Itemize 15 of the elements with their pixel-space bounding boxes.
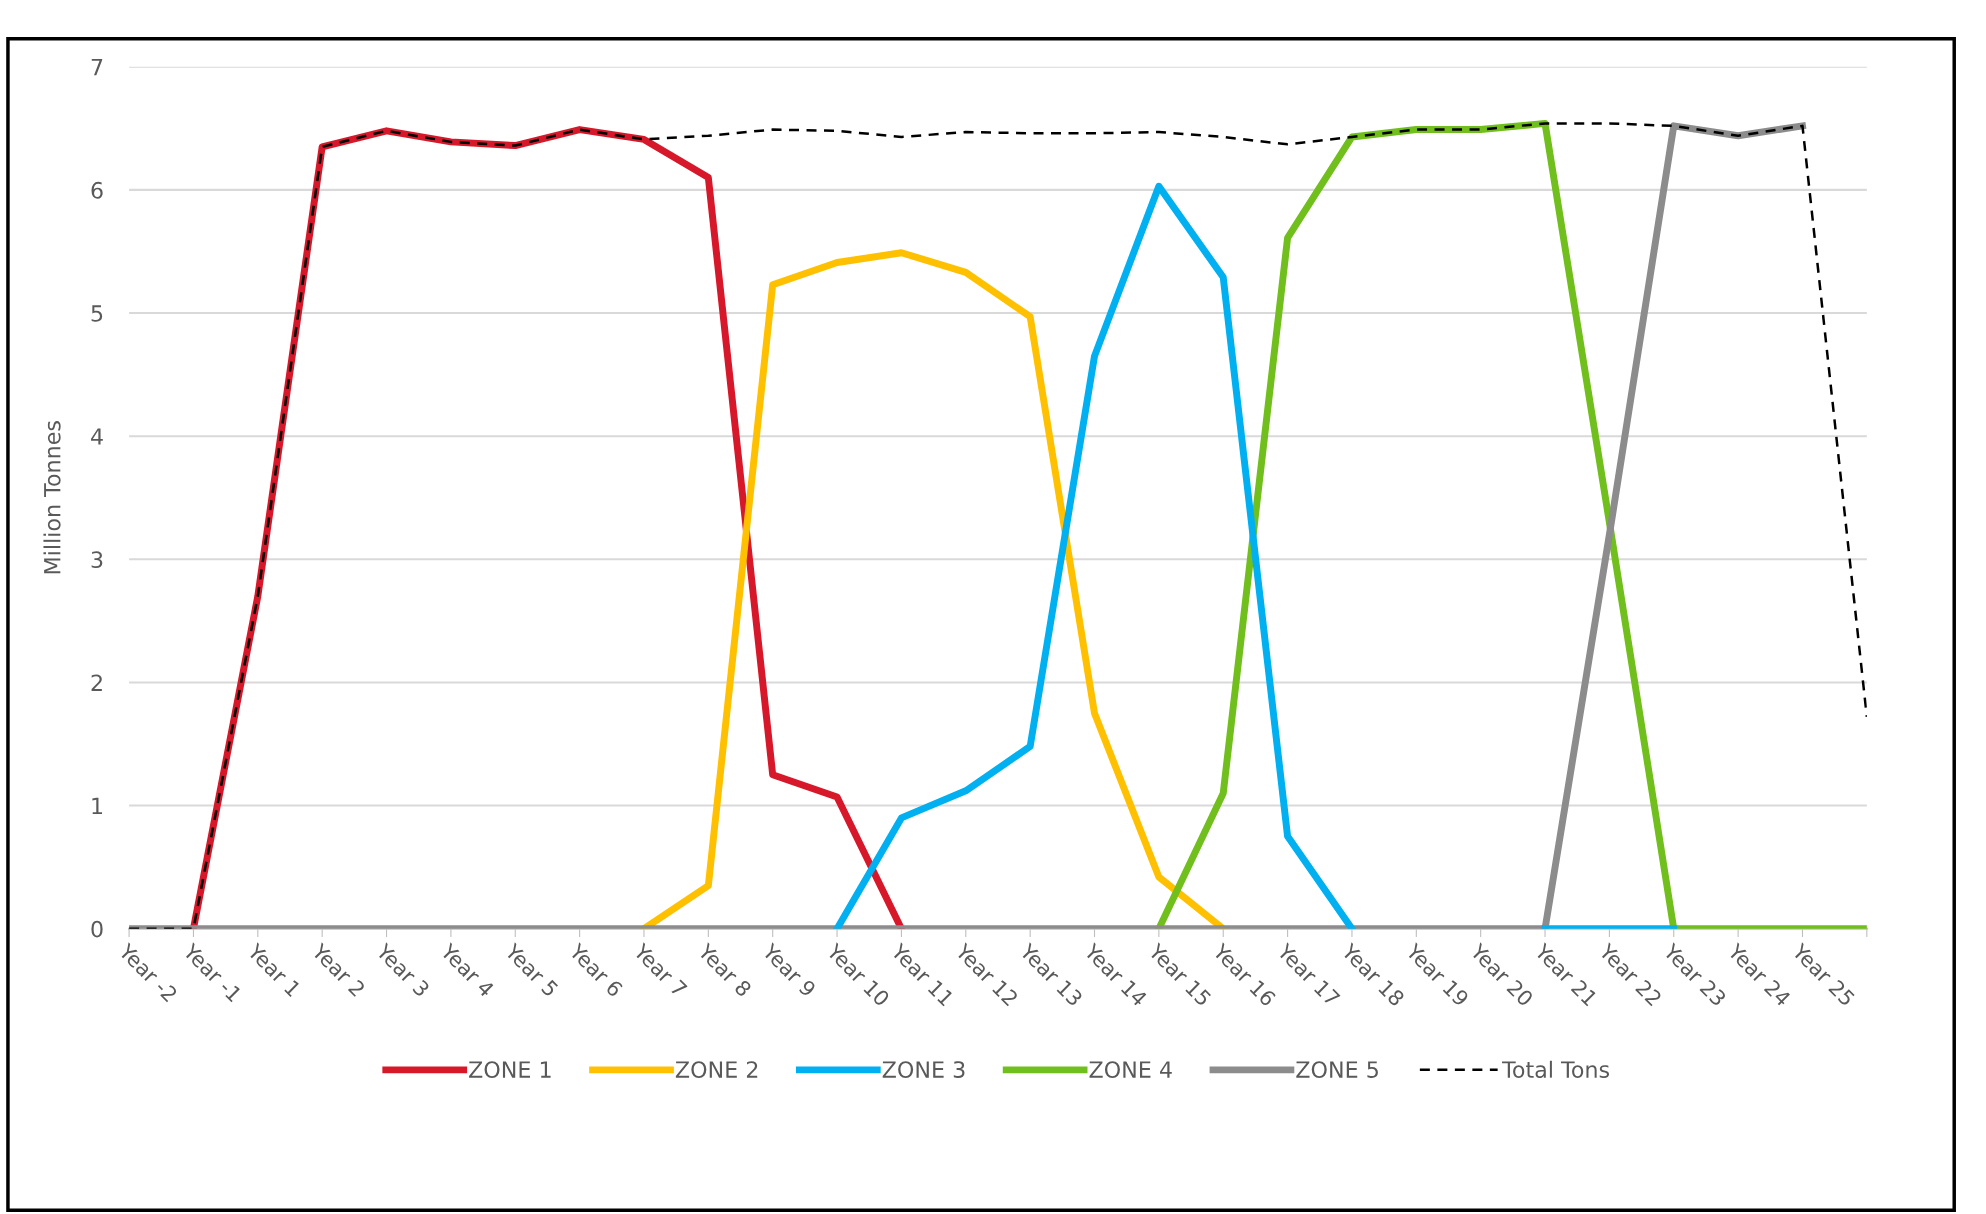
legend-label: ZONE 2: [675, 1061, 758, 1078]
y-tick-label: 1: [92, 797, 103, 815]
y-tick-label: 0: [91, 920, 103, 938]
y-tick-label: 4: [91, 428, 103, 445]
y-tick-label: 3: [91, 551, 103, 569]
legend-label: Total Tons: [1502, 1060, 1610, 1078]
y-tick-label: 2: [91, 674, 102, 691]
legend-label: ZONE 3: [882, 1061, 965, 1078]
legend-label: ZONE 4: [1089, 1061, 1172, 1078]
y-tick-label: 5: [91, 305, 103, 322]
y-tick-label: 6: [91, 181, 103, 199]
legend-label: ZONE 5: [1296, 1061, 1378, 1078]
y-axis-title: Million Tonnes: [43, 421, 61, 574]
legend-label: ZONE 1: [469, 1061, 551, 1078]
y-tick-label: 7: [91, 59, 103, 76]
